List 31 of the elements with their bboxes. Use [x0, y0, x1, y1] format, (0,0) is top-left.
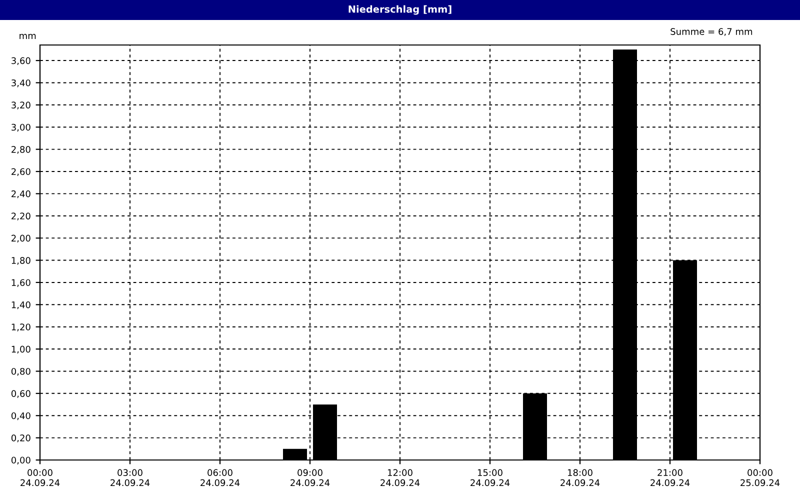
y-tick-label: 3,00 — [12, 124, 30, 132]
y-tick-label: 0,40 — [11, 412, 30, 420]
x-tick-label: 18:00 24.09.24 — [560, 469, 600, 486]
y-tick-label: 1,40 — [12, 301, 30, 310]
y-tick-label: 3,60 — [12, 57, 30, 66]
x-tick-label: 12:00 24.09.24 — [380, 469, 420, 486]
x-tick-label: 15:00 24.09.24 — [470, 469, 510, 486]
y-tick-label: 2,80 — [12, 146, 30, 154]
y-tick-label: 0,00 — [11, 456, 30, 464]
y-tick-label: 1,60 — [12, 279, 30, 287]
y-tick-label: 2,60 — [12, 168, 30, 176]
y-tick-label: 3,40 — [12, 79, 30, 88]
y-tick-label: 2,20 — [12, 212, 30, 220]
y-tick-label: 0,80 — [11, 368, 30, 376]
chart-title: Niederschlag [mm] — [348, 5, 452, 15]
y-tick-label: 0,60 — [11, 390, 30, 398]
x-tick-label: 03:00 24.09.24 — [110, 469, 150, 486]
y-tick-label: 1,00 — [12, 346, 30, 354]
y-tick-label: 1,80 — [12, 256, 30, 265]
y-tick-label: 1,20 — [12, 324, 30, 332]
y-tick-label: 3,20 — [12, 102, 30, 110]
y-axis-title: mm — [20, 34, 36, 39]
x-tick-label: 21:00 24.09.24 — [650, 469, 690, 486]
text: Summe = 6,7 mm — [670, 28, 752, 36]
x-tick-label: 09:00 24.09.24 — [290, 469, 330, 486]
x-tick-label: 00:00 24.09.24 — [20, 469, 60, 486]
y-tick-label: 0,20 — [11, 434, 30, 442]
y-tick-label: 2,00 — [12, 234, 30, 243]
x-tick-label: 00:00 25.09.24 — [740, 469, 780, 486]
x-tick-label: 06:00 24.09.24 — [200, 469, 240, 486]
y-tick-label: 2,40 — [12, 190, 30, 198]
